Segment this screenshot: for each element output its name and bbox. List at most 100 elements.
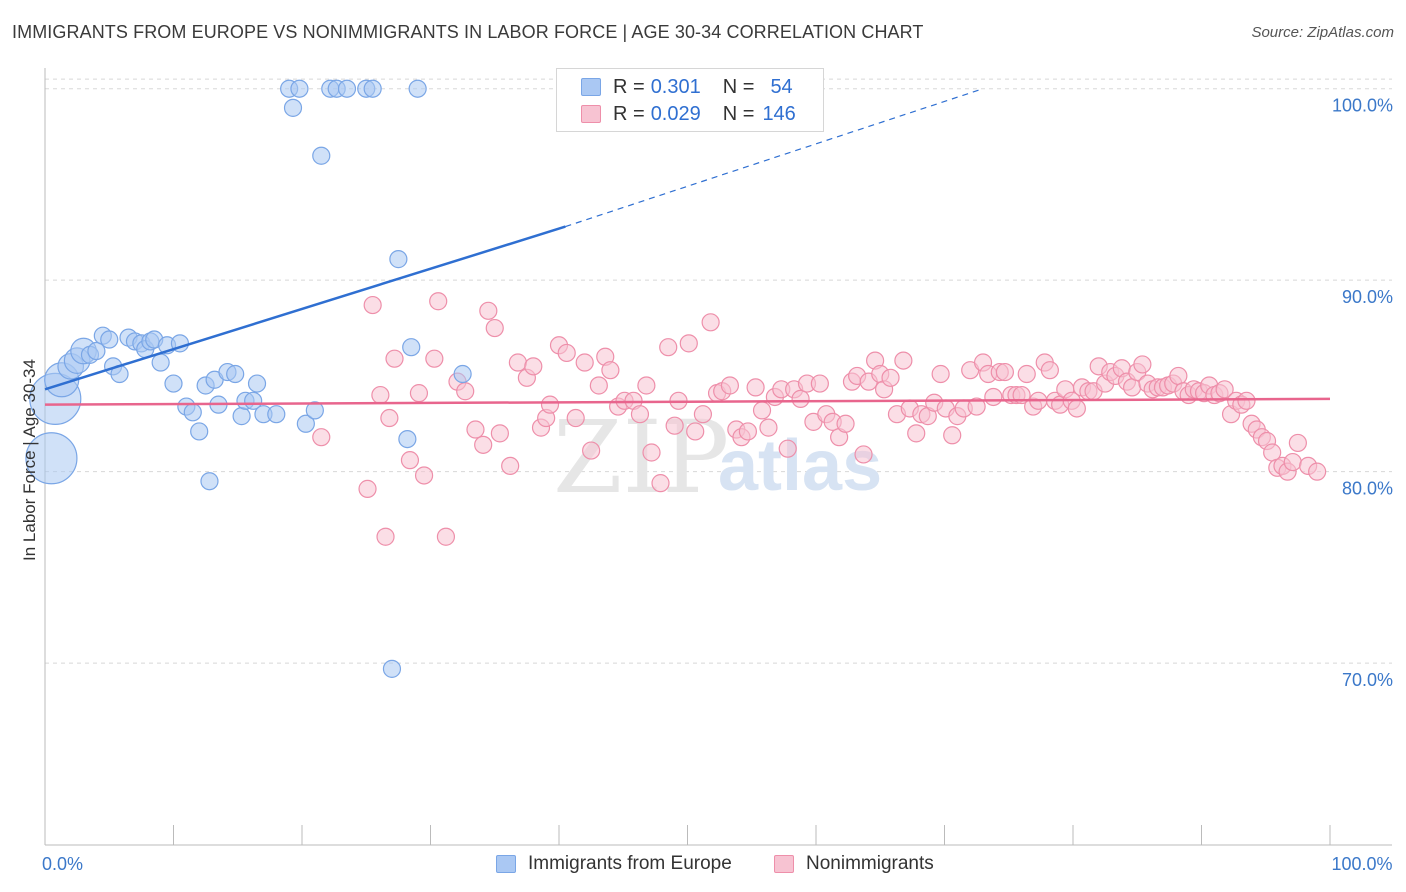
nonimm-n-label: N = [722,102,755,125]
y-tick-label-80: 80.0% [1342,479,1393,499]
tick-labels: 70.0% 80.0% 90.0% 100.0% 0.0% 100.0% [42,96,1393,874]
europe-point-31 [232,407,251,426]
nonimm-point-104 [1040,361,1059,380]
nonimm-point-7 [400,451,420,470]
nonimm-point-54 [738,422,757,441]
nonimm-point-96 [995,362,1014,382]
nonimm-point-11 [429,292,448,311]
europe-point-36 [267,405,286,424]
nonimm-point-21 [508,353,527,372]
nonimm-point-85 [931,364,950,384]
europe-point-45 [337,79,357,98]
bottom-nonimm-swatch [774,855,794,873]
nonimm-point-15 [466,420,485,439]
europe-trend-extension [565,88,984,228]
europe-r-label: R = [613,75,645,98]
nonimm-point-77 [881,368,900,387]
nonimm-point-94 [984,387,1003,407]
nonimm-point-151 [1288,433,1307,453]
nonimm-point-0 [312,428,331,447]
europe-point-30 [226,364,245,384]
bottom-legend-nonimm: Nonimmigrants [774,852,934,876]
nonimm-point-79 [894,351,913,370]
nonimm-point-5 [380,408,399,428]
nonimm-point-56 [752,401,772,420]
nonimm-point-32 [589,376,608,395]
nonimm-point-55 [746,378,765,397]
nonimm-point-87 [943,426,962,445]
nonimm-point-29 [566,408,585,428]
nonimmigrant-points [312,292,1327,546]
nonimm-point-14 [456,382,475,401]
nonimm-point-38 [630,405,650,424]
nonimm-point-69 [836,414,855,433]
europe-point-48 [382,659,402,678]
nonimm-point-3 [371,385,390,405]
nonimm-point-16 [474,435,493,454]
bottom-europe-swatch [496,855,516,873]
nonimm-point-119 [1123,378,1142,397]
europe-point-47 [363,79,382,98]
nonimm-point-62 [791,389,810,408]
nonimm-r-label: R = [613,102,645,125]
bottom-europe-label: Immigrants from Europe [528,853,732,874]
correlation-legend: R = 0.301 N = 54 R = 0.029 N = 146 [556,68,824,132]
europe-point-40 [296,414,315,433]
europe-point-53 [453,364,472,384]
nonimm-point-46 [686,422,705,441]
nonimm-point-41 [651,474,670,493]
nonimm-point-128 [1169,366,1188,386]
nonimm-point-40 [642,443,661,462]
europe-point-52 [408,79,427,98]
europe-point-18 [151,353,170,372]
nonimm-point-150 [1283,452,1302,472]
chart-title: IMMIGRANTS FROM EUROPE VS NONIMMIGRANTS … [12,22,924,42]
nonimm-point-10 [425,349,444,368]
europe-point-51 [402,338,421,357]
nonimm-point-9 [414,466,434,485]
nonimm-point-72 [854,445,873,464]
europe-point-38 [283,98,303,117]
europe-point-41 [305,401,324,420]
bottom-legend-europe: Immigrants from Europe [496,852,732,876]
nonimm-point-4 [376,527,395,546]
nonimm-point-6 [385,349,404,368]
europe-points [25,79,472,678]
nonimm-point-42 [659,338,678,357]
europe-point-23 [183,403,202,422]
y-axis-label: In Labor Force | Age 30-34 [20,359,39,561]
nonimm-r-value: 0.029 [650,102,701,125]
nonimm-point-153 [1308,462,1327,481]
nonimm-point-60 [778,439,797,458]
europe-r-value: 0.301 [650,75,701,98]
europe-n-label: N = [722,75,755,98]
nonimm-point-8 [409,384,429,403]
nonimm-point-1 [358,479,377,498]
europe-point-24 [190,422,209,441]
europe-point-33 [244,391,263,410]
nonimm-point-65 [810,374,829,393]
source-note: Source: ZipAtlas.com [1251,24,1394,41]
legend-row-nonimm: R = 0.029 N = 146 [581,102,802,126]
europe-point-9 [100,330,119,349]
trend-lines [44,88,1331,406]
nonimm-point-43 [665,416,684,435]
nonimm-point-141 [1237,391,1256,410]
nonimm-point-137 [1215,380,1234,399]
nonimm-point-26 [540,395,560,414]
nonimm-point-48 [701,313,720,332]
europe-point-34 [247,374,267,393]
europe-n-value: 54 [770,75,793,98]
y-tick-label-70: 70.0% [1342,670,1393,690]
nonimm-trend-line [44,397,1331,406]
y-tick-label-100: 100.0% [1332,96,1393,116]
nonimm-point-51 [720,376,740,395]
europe-point-7 [87,341,106,361]
europe-point-50 [398,429,417,449]
europe-point-26 [200,472,219,491]
nonimm-point-28 [557,343,576,363]
nonimm-point-121 [1133,355,1152,374]
nonimm-point-39 [637,376,656,395]
nonimm-point-91 [967,397,986,416]
